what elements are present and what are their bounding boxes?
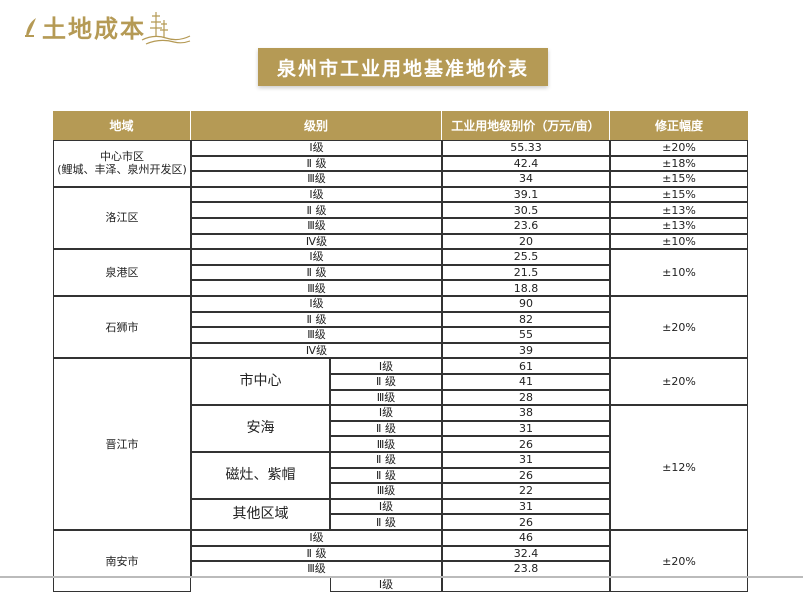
region-cell: 南安市 xyxy=(53,530,191,592)
adjust-cell: ±10% xyxy=(610,233,748,250)
pagoda-decoration-icon xyxy=(141,12,191,45)
price-cell: 26 xyxy=(442,514,610,530)
price-cell: 22 xyxy=(442,483,610,499)
grade-cell: Ⅲ级 xyxy=(191,218,442,234)
price-cell: 30.5 xyxy=(442,202,610,218)
grade-cell: Ⅰ级 xyxy=(191,296,442,312)
grade-cell: Ⅰ级 xyxy=(330,498,442,515)
grade-cell: Ⅳ级 xyxy=(191,233,442,250)
grade-cell: Ⅱ 级 xyxy=(191,264,442,281)
grade-cell: Ⅰ级 xyxy=(191,140,442,156)
price-cell: 31 xyxy=(442,498,610,515)
grade-cell: Ⅱ 级 xyxy=(191,155,442,172)
region-subtitle: (鲤城、丰泽、泉州开发区) xyxy=(57,163,187,177)
grade-cell: Ⅰ级 xyxy=(191,530,442,546)
region-cell: 石狮市 xyxy=(53,296,191,359)
price-cell xyxy=(442,576,610,592)
grade-cell: Ⅲ级 xyxy=(330,389,442,406)
land-price-table: 地域 级别 工业用地级别价（万元/亩） 修正幅度 中心市区 (鲤城、丰泽、泉州开发… xyxy=(53,111,748,592)
price-cell: 39.1 xyxy=(442,186,610,203)
region-cell: 晋江市 xyxy=(53,358,191,530)
brand-logo: 土地成本 xyxy=(24,6,192,46)
logo-text: 土地成本 xyxy=(42,14,146,43)
grade-cell: Ⅲ级 xyxy=(191,171,442,187)
subarea-cell: 市中心 xyxy=(191,358,330,406)
adjust-cell: ±13% xyxy=(610,218,748,234)
header-grade: 级别 xyxy=(191,111,442,140)
price-cell: 23.8 xyxy=(442,561,610,577)
grade-cell: Ⅲ级 xyxy=(330,483,442,499)
grade-cell: Ⅲ级 xyxy=(191,280,442,296)
subarea-cell: 安海 xyxy=(191,405,330,452)
grade-cell: Ⅰ级 xyxy=(191,186,442,203)
grade-cell: Ⅱ 级 xyxy=(330,514,442,530)
adjust-cell: ±18% xyxy=(610,155,748,172)
grade-cell: Ⅱ 级 xyxy=(191,311,442,328)
price-cell: 32.4 xyxy=(442,545,610,562)
adjust-cell: ±13% xyxy=(610,202,748,218)
price-cell: 20 xyxy=(442,233,610,250)
region-cell: 泉港区 xyxy=(53,249,191,296)
price-cell: 46 xyxy=(442,530,610,546)
grade-cell: Ⅳ级 xyxy=(191,342,442,359)
adjust-cell: ±20% xyxy=(610,530,748,592)
price-cell: 55.33 xyxy=(442,140,610,156)
grade-cell: Ⅰ级 xyxy=(330,405,442,421)
adjust-cell: ±20% xyxy=(610,296,748,359)
grade-cell: Ⅱ 级 xyxy=(191,545,442,562)
price-cell: 55 xyxy=(442,327,610,343)
grade-cell: Ⅱ 级 xyxy=(330,467,442,484)
subarea-cell: 磁灶、紫帽 xyxy=(191,452,330,499)
region-name: 中心市区 xyxy=(100,150,144,164)
leaf-logo-icon xyxy=(25,18,36,37)
adjust-cell: ±15% xyxy=(610,171,748,187)
grade-cell: Ⅱ 级 xyxy=(330,374,442,390)
grade-cell: Ⅰ级 xyxy=(330,576,442,592)
price-cell: 82 xyxy=(442,311,610,328)
price-cell: 34 xyxy=(442,171,610,187)
price-cell: 21.5 xyxy=(442,264,610,281)
adjust-cell: ±15% xyxy=(610,186,748,203)
grade-cell: Ⅱ 级 xyxy=(330,420,442,437)
price-cell: 26 xyxy=(442,436,610,452)
grade-cell: Ⅲ级 xyxy=(330,436,442,452)
page-title: 泉州市工业用地基准地价表 xyxy=(258,48,548,86)
price-cell: 39 xyxy=(442,342,610,359)
header-adjust: 修正幅度 xyxy=(610,111,748,140)
subarea-cell: 其他区域 xyxy=(191,498,330,530)
adjust-cell: ±20% xyxy=(610,358,748,406)
price-cell: 18.8 xyxy=(442,280,610,296)
region-cell: 中心市区 (鲤城、丰泽、泉州开发区) xyxy=(53,140,191,187)
grade-cell: Ⅱ 级 xyxy=(191,202,442,218)
grade-cell: Ⅲ级 xyxy=(191,561,442,577)
grade-cell: Ⅰ级 xyxy=(191,249,442,265)
grade-cell: Ⅱ 级 xyxy=(330,452,442,468)
adjust-cell: ±12% xyxy=(610,405,748,530)
price-cell: 41 xyxy=(442,374,610,390)
price-cell: 42.4 xyxy=(442,155,610,172)
price-cell: 25.5 xyxy=(442,249,610,265)
price-cell: 23.6 xyxy=(442,218,610,234)
header-price: 工业用地级别价（万元/亩） xyxy=(442,111,610,140)
price-cell: 31 xyxy=(442,452,610,468)
grade-cell: Ⅰ级 xyxy=(330,358,442,374)
price-cell: 31 xyxy=(442,420,610,437)
grade-cell: Ⅲ级 xyxy=(191,327,442,343)
price-cell: 90 xyxy=(442,296,610,312)
header-region: 地域 xyxy=(53,111,191,140)
page-bottom-divider xyxy=(0,576,803,578)
adjust-cell: ±10% xyxy=(610,249,748,296)
region-cell: 洛江区 xyxy=(53,186,191,250)
price-cell: 26 xyxy=(442,467,610,484)
price-cell: 28 xyxy=(442,389,610,406)
adjust-cell: ±20% xyxy=(610,140,748,156)
price-cell: 38 xyxy=(442,405,610,421)
price-cell: 61 xyxy=(442,358,610,374)
